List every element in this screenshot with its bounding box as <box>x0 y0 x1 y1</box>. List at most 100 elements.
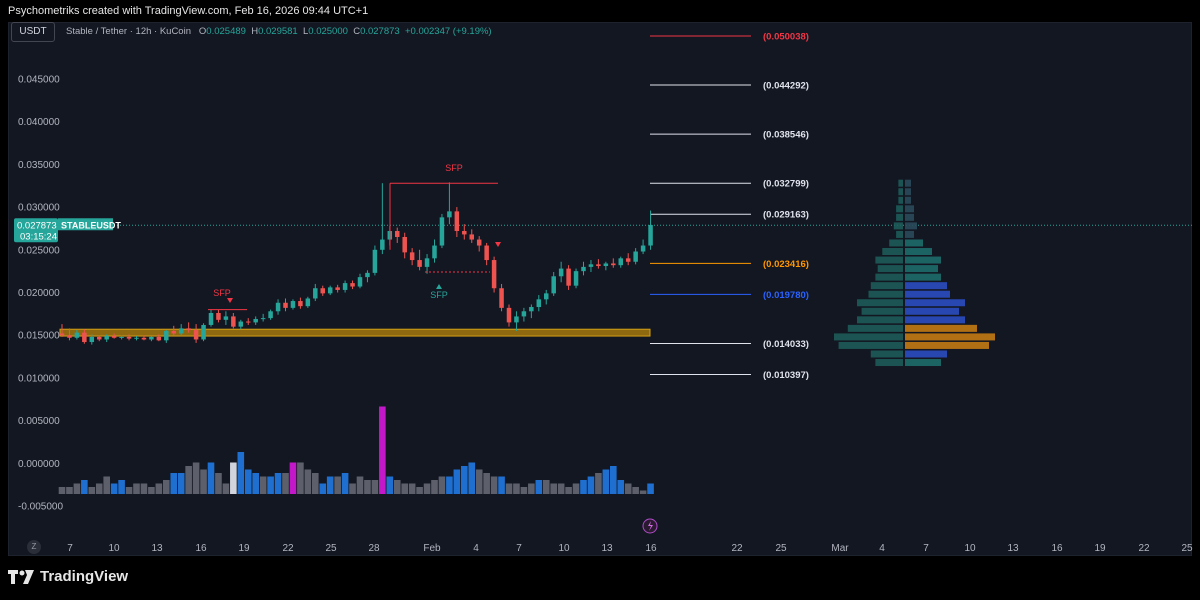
volume-bar <box>326 476 334 494</box>
candle-body <box>246 321 251 323</box>
volume-bar <box>520 487 528 494</box>
candle-body <box>439 217 445 246</box>
candle-body <box>290 301 296 308</box>
candle-body <box>67 335 72 338</box>
volume-profile-bar <box>905 179 911 187</box>
volume-profile-bar <box>905 290 950 298</box>
volume-bar <box>498 476 505 494</box>
y-tick-label: 0.000000 <box>18 459 60 470</box>
candle-body <box>253 318 258 323</box>
candle-body <box>216 312 221 320</box>
legend-high: 0.029581 <box>258 26 298 37</box>
volume-profile-bar <box>905 350 947 358</box>
volume-profile-bar <box>838 341 903 349</box>
candle-body <box>551 276 556 294</box>
lightning-bolt-icon <box>648 521 653 531</box>
volume-profile-bar <box>857 299 903 307</box>
chart-frame <box>8 22 1192 556</box>
candle-body <box>164 330 169 341</box>
tradingview-logo[interactable]: TradingView <box>8 568 128 585</box>
volume-profile-bar <box>905 230 914 238</box>
sfp-label: SFP <box>213 288 231 298</box>
x-tick-label: 7 <box>516 543 522 554</box>
x-tick-label: 4 <box>879 543 885 554</box>
volume-profile-bar <box>861 307 903 315</box>
candle-body <box>611 263 616 266</box>
volume-bar <box>490 476 498 494</box>
level-label: (0.038546) <box>763 130 809 141</box>
volume-bar <box>475 469 483 494</box>
x-tick-label: 13 <box>1007 543 1019 554</box>
price-tag-countdown: 03:15:24 <box>20 231 57 242</box>
volume-bar <box>565 487 572 494</box>
candle-body <box>126 336 132 339</box>
attribution-bar: Psychometriks created with TradingView.c… <box>0 0 1200 22</box>
candle-body <box>97 336 102 340</box>
candle-body <box>104 336 109 340</box>
candle-body <box>372 249 378 273</box>
candle-body <box>447 211 452 218</box>
legend-h-label: H <box>251 26 259 37</box>
volume-profile-bar <box>870 282 903 290</box>
candle-body <box>283 302 288 308</box>
zoom-reset-button[interactable]: Z <box>27 540 41 554</box>
volume-bar <box>341 473 349 494</box>
y-tick-label: 0.010000 <box>18 373 60 384</box>
candle-body <box>506 307 512 323</box>
candle-body <box>171 330 176 334</box>
symbol-search-button[interactable]: USDT <box>11 22 55 42</box>
candle-body <box>536 299 542 308</box>
x-tick-label: 28 <box>368 543 380 554</box>
volume-bar <box>572 483 580 494</box>
candle-body <box>514 316 519 323</box>
candle-body <box>648 225 653 246</box>
volume-bar <box>587 476 595 494</box>
y-tick-label: 0.015000 <box>18 331 60 342</box>
volume-bar <box>304 469 312 494</box>
volume-bar <box>192 462 200 494</box>
candle-body <box>469 234 474 240</box>
candle-body <box>149 336 154 340</box>
candle-body <box>82 332 87 343</box>
x-tick-label: 25 <box>1181 543 1193 554</box>
volume-profile-bar <box>905 316 965 324</box>
tradingview-logo-text: TradingView <box>40 568 129 585</box>
volume-bar <box>632 487 639 494</box>
volume-bar <box>88 487 96 494</box>
volume-bar <box>81 480 88 494</box>
y-tick-label: -0.005000 <box>18 502 63 513</box>
x-tick-label: 19 <box>238 543 250 554</box>
level-label: (0.010397) <box>763 370 809 381</box>
volume-profile-bar <box>905 282 947 290</box>
candle-body <box>342 283 348 290</box>
x-tick-label: Mar <box>831 543 849 554</box>
volume-bar <box>66 487 73 494</box>
volume-bar <box>185 466 192 494</box>
x-tick-label: 13 <box>151 543 163 554</box>
volume-profile-bar <box>896 205 903 213</box>
volume-bar <box>349 483 356 494</box>
volume-bar <box>125 487 133 494</box>
x-tick-label: 22 <box>731 543 743 554</box>
candle-body <box>178 328 184 334</box>
y-tick-label: 0.035000 <box>18 160 60 171</box>
sfp-down-marker <box>227 298 233 303</box>
volume-profile-bar <box>905 324 977 332</box>
volume-bar <box>170 473 178 494</box>
volume-profile-bar <box>905 333 995 341</box>
x-tick-label: 25 <box>775 543 787 554</box>
volume-bar <box>423 483 431 494</box>
y-tick-label: 0.020000 <box>18 288 60 299</box>
volume-bar <box>580 480 587 494</box>
price-tag-price: 0.027873 <box>17 220 57 231</box>
candle-body <box>573 271 579 286</box>
volume-profile-bar <box>877 265 903 273</box>
y-tick-label: 0.025000 <box>18 245 60 256</box>
sfp-label: SFP <box>445 163 463 173</box>
attribution-text: Psychometriks created with TradingView.c… <box>8 5 369 17</box>
candle-body <box>380 239 385 250</box>
volume-bar <box>371 480 379 494</box>
candle-body <box>603 263 609 267</box>
volume-bar <box>379 406 386 494</box>
